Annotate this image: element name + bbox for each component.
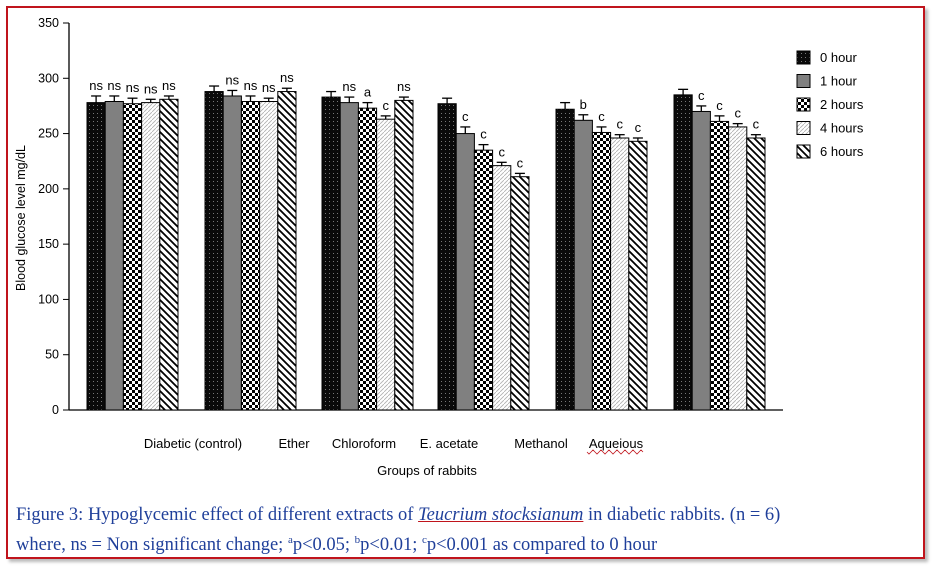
legend: 0 hour 1 hour 2 hours 4 hours 6 hours (796, 50, 864, 159)
y-tick-label: 250 (38, 127, 59, 141)
y-ticks: 0 50 100 150 200 250 300 350 (38, 16, 69, 417)
y-tick-label: 300 (38, 71, 59, 85)
bar (610, 137, 630, 411)
y-tick-label: 50 (45, 348, 59, 362)
x-category-label: Diabetic (control) (144, 436, 242, 451)
bar (222, 95, 242, 411)
bar (357, 107, 378, 411)
y-axis-title: Blood glucose level mg/dL (14, 145, 28, 291)
significance-label: ns (144, 81, 158, 96)
legend-label: 0 hour (820, 50, 858, 65)
legend-swatch (796, 74, 811, 88)
significance-label: ns (342, 79, 356, 94)
legend-swatch (796, 50, 811, 65)
bar (122, 103, 143, 411)
significance-label: c (517, 155, 524, 170)
y-tick-label: 100 (38, 292, 59, 306)
legend-swatch (796, 97, 811, 112)
significance-label: c (616, 117, 623, 132)
bar (673, 94, 693, 411)
significance-label: ns (225, 72, 239, 87)
caption-species: Teucrium stocksianum (418, 505, 584, 525)
caption-line2: where, ns = Non significant change; (16, 535, 288, 556)
legend-label: 6 hours (820, 144, 864, 159)
significance-label: c (382, 98, 389, 113)
bar (591, 131, 612, 411)
bar (691, 110, 711, 411)
significance-label: c (462, 109, 469, 124)
significance-label: c (635, 120, 642, 135)
caption-sup-b: b (354, 534, 361, 546)
y-tick-label: 0 (52, 403, 59, 417)
legend-swatch (796, 144, 811, 159)
chart-axes (68, 23, 783, 411)
spellcheck-squiggle (586, 449, 644, 455)
bar (159, 98, 179, 411)
x-category-label: Methanol (514, 436, 568, 451)
bar (277, 91, 297, 411)
y-tick-label: 200 (38, 182, 59, 196)
y-tick-label: 150 (38, 237, 59, 251)
bar (339, 102, 359, 411)
significance-label: c (734, 106, 741, 121)
significance-label: c (598, 109, 605, 124)
bar (510, 176, 530, 411)
bar (573, 119, 593, 411)
legend-label: 1 hour (820, 74, 858, 89)
legend-label: 4 hours (820, 121, 864, 136)
significance-label: ns (107, 78, 121, 93)
bar (141, 102, 161, 411)
bar (728, 126, 748, 411)
significance-label: ns (280, 70, 294, 85)
bar (104, 101, 124, 411)
y-tick-label: 350 (38, 16, 59, 30)
significance-label: c (716, 98, 723, 113)
x-axis-title: Groups of rabbits (377, 463, 477, 478)
bar (437, 103, 457, 411)
bar (321, 96, 341, 411)
bar (628, 140, 648, 411)
caption-part-b: p<0.01; (360, 535, 422, 556)
significance-label: c (698, 88, 705, 103)
bar (473, 149, 494, 411)
bar (240, 101, 261, 411)
bar (376, 118, 396, 411)
x-category-label: E. acetate (420, 436, 479, 451)
significance-label: a (364, 85, 372, 100)
x-category-labels: Diabetic (control) Ether Chloroform E. acet… (144, 436, 644, 455)
significance-label: c (753, 117, 760, 132)
bar (492, 165, 512, 411)
caption-sup-c: c (421, 534, 427, 546)
significance-label: ns (89, 78, 103, 93)
legend-swatch (796, 121, 811, 135)
bar (455, 133, 475, 411)
legend-label: 2 hours (820, 97, 864, 112)
significance-label: c (498, 144, 505, 159)
bar (204, 91, 224, 411)
bar (746, 137, 766, 411)
significance-label: ns (244, 78, 258, 93)
x-category-label: Aqueious (589, 436, 644, 451)
caption-prefix: Figure 3: Hypoglycemic effect of differe… (16, 505, 419, 525)
bar (555, 108, 575, 411)
bar (259, 101, 279, 411)
significance-label: ns (397, 79, 411, 94)
caption-part-c: p<0.001 as compared to 0 hour (426, 535, 658, 556)
caption-part-a: p<0.05; (292, 535, 355, 556)
significance-label: ns (126, 80, 140, 95)
x-category-label: Ether (278, 436, 310, 451)
bar (709, 120, 730, 411)
significance-label: c (480, 127, 487, 142)
bar (394, 99, 414, 411)
caption-suffix: in diabetic rabbits. (n = 6) (583, 505, 781, 525)
significance-label: ns (162, 78, 176, 93)
significance-label: b (580, 97, 587, 112)
significance-label: ns (262, 80, 276, 95)
figure-caption: Figure 3: Hypoglycemic effect of differe… (16, 503, 921, 558)
bar (86, 102, 106, 411)
x-category-label: Chloroform (332, 436, 396, 451)
caption-sup-a: a (287, 534, 293, 546)
